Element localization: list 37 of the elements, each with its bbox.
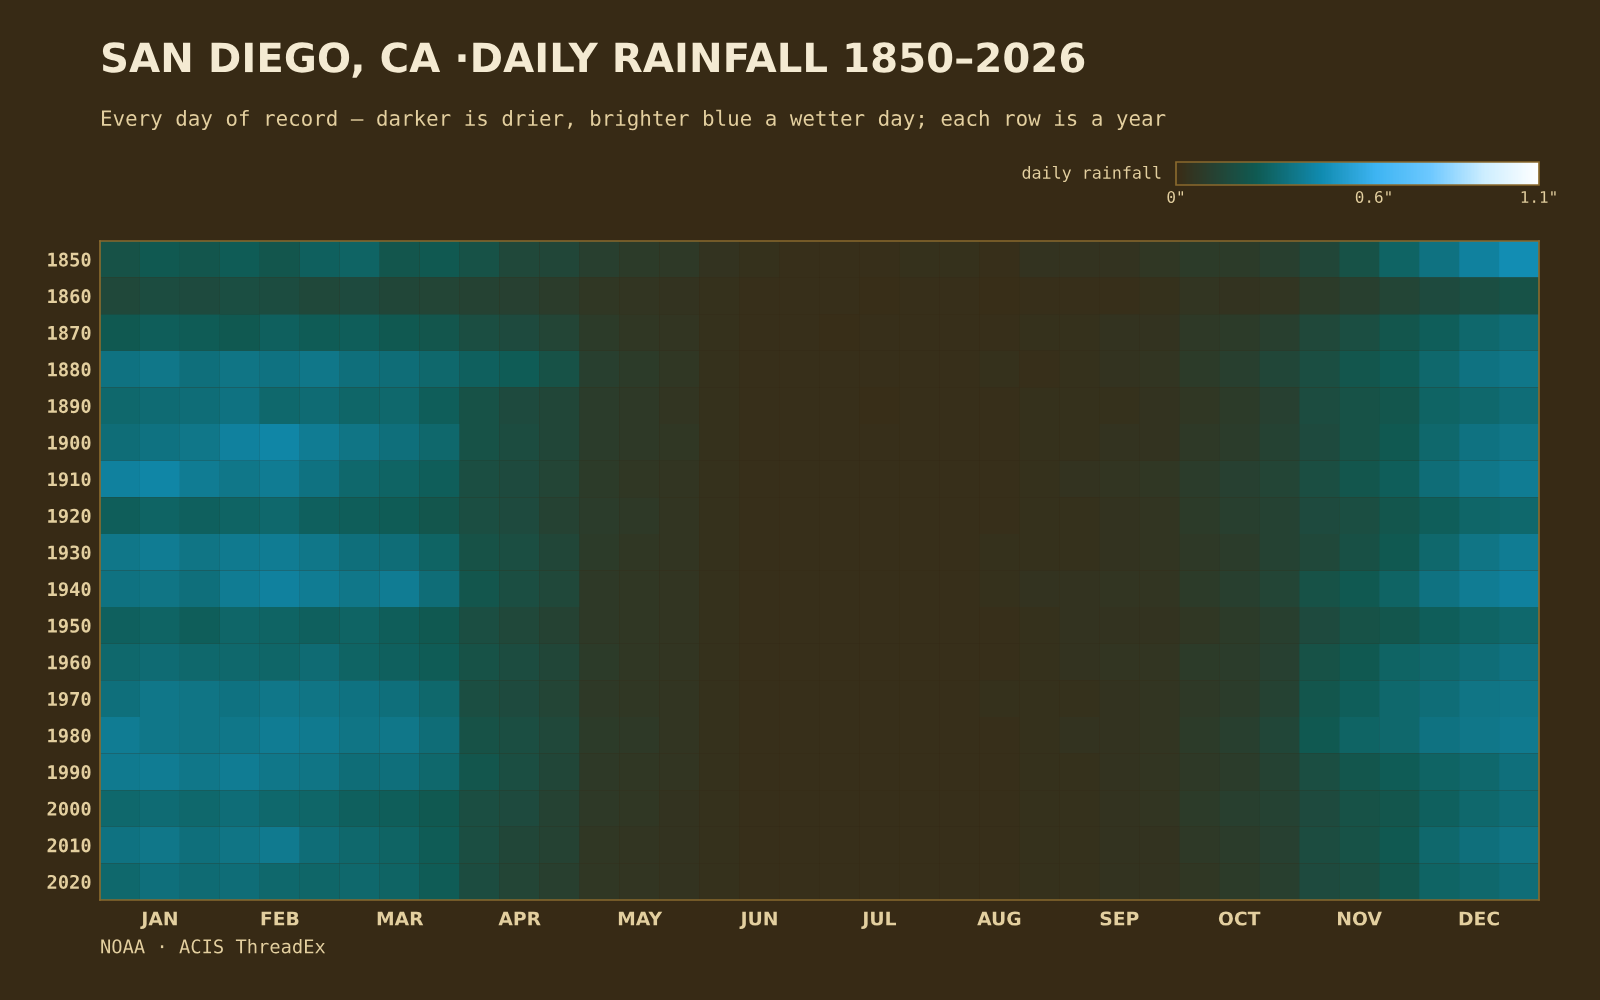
y-tick-label: 2020 [47,874,91,890]
y-tick-label: 1850 [48,252,91,267]
chart-title: SAN DIEGO, CA ·DAILY RAINFALL 1850–2026 [102,42,1085,78]
y-tick-label: 1980 [48,728,91,743]
text: NOAA · ACIS ThreadEx [101,938,326,954]
y-tick-label: 1940 [48,582,91,597]
y-tick-label: 1890 [48,398,91,414]
y-tick-label: 1990 [48,765,91,780]
color-bar-title: daily rainfall [1022,165,1161,183]
x-tick-label: FEB [261,911,299,926]
color-bar-label: 0" [1167,190,1183,203]
x-tick-label: JUN [739,911,777,930]
y-tick-label: 1970 [48,691,91,707]
x-tick-label: OCT [1218,911,1261,926]
y-tick-label: 2000 [47,801,91,816]
x-tick-label: AUG [977,911,1021,926]
y-tick-label: 1860 [48,289,91,304]
x-tick-label: NOV [1338,911,1382,926]
x-tick-label: APR [498,911,541,926]
color-bar-label: 0.6" [1355,190,1391,203]
y-tick-label: 1960 [48,655,91,670]
x-tick-label: DEC [1459,911,1499,926]
y-tick-label: 2010 [47,838,91,853]
x-tick-label: MAY [618,911,663,926]
y-tick-label: 1920 [48,508,91,524]
y-tick-label: 1950 [48,618,91,633]
x-tick-label: JUL [861,911,897,930]
color-bar-label: 1.1" [1521,191,1556,203]
y-tick-label: 1930 [48,545,91,560]
y-tick-label: 1900 [48,435,91,450]
x-tick-label: SEP [1100,911,1139,926]
y-tick-label: 1910 [48,472,91,487]
y-tick-label: 1880 [48,362,91,377]
x-tick-label: MAR [377,911,424,926]
y-tick-label: 1870 [48,325,91,340]
x-tick-label: JAN [140,911,177,930]
chart-subtitle: Every day of record — darker is drier, brighter blue a wetter day; each row is a year [102,109,1166,131]
